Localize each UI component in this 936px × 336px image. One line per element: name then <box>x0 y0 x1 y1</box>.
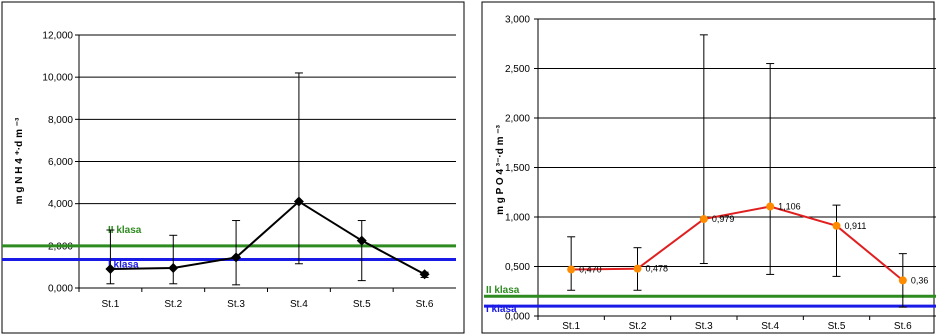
left-x-tick-label: St.5 <box>353 299 371 310</box>
right-y-axis-label: m g P O 4 ³⁻·d m ⁻³ <box>495 124 506 214</box>
right-x-tick-label: St.6 <box>894 321 912 332</box>
left-x-tick-label: St.2 <box>164 299 182 310</box>
right-x-tick-label: St.2 <box>629 321 647 332</box>
left-x-tick-label: St.1 <box>102 299 120 310</box>
right-data-label: 0,911 <box>845 221 867 231</box>
right-data-label: 0,36 <box>911 275 929 285</box>
left-data-point <box>168 262 179 273</box>
right-series-line <box>571 205 904 282</box>
right-x-tick-label: St.3 <box>695 321 713 332</box>
right-y-tick-label: 1,000 <box>505 213 530 224</box>
left-data-point <box>105 264 116 275</box>
left-data-point <box>231 252 242 263</box>
right-data-label: 0,979 <box>712 214 735 224</box>
left-y-tick-label: 10,000 <box>42 73 73 84</box>
right-data-label: 1,106 <box>778 202 801 212</box>
left-y-tick-label: 0,000 <box>48 284 73 295</box>
right-data-point <box>699 215 708 224</box>
right-x-tick-label: St.1 <box>562 321 580 332</box>
right-x-tick-label: St.5 <box>828 321 846 332</box>
right-y-tick-label: 0,500 <box>505 262 530 273</box>
left-x-tick-label: St.3 <box>227 299 245 310</box>
left-y-tick-label: 8,000 <box>48 115 73 126</box>
right-data-point <box>567 265 576 274</box>
right-y-tick-label: 2,500 <box>505 64 530 75</box>
right-data-label: 0,478 <box>646 264 669 274</box>
right-y-tick-label: 3,000 <box>505 15 530 26</box>
right-chart: 0,000 0,500 1,000 1,500 2,000 2,500 3,000 St.1 S… <box>484 15 936 332</box>
left-y-tick-label: 4,000 <box>48 199 73 210</box>
left-chart: 0,0002,0004,0006,0008,00010,00012,000St.… <box>2 31 456 310</box>
left-data-point <box>419 269 430 280</box>
right-x-tick-label: St.4 <box>761 321 779 332</box>
right-data-point <box>898 276 907 285</box>
left-reference-line-label: II klasa <box>108 225 142 236</box>
left-y-tick-label: 12,000 <box>42 31 73 42</box>
left-reference-line-label: I klasa <box>108 260 139 271</box>
left-y-axis-label: m g N H 4 ⁺·d m ⁻³ <box>14 117 25 204</box>
right-y-tick-label: 2,000 <box>505 114 530 125</box>
left-series-line <box>110 200 426 276</box>
right-reference-line-label: II klasa <box>486 285 520 296</box>
right-data-point <box>832 221 841 230</box>
left-data-point <box>293 196 304 207</box>
right-y-tick-label: 0,000 <box>505 312 530 323</box>
right-reference-line-label: I klasa <box>486 304 517 315</box>
right-data-point <box>766 202 775 211</box>
left-x-tick-label: St.6 <box>416 299 434 310</box>
left-y-tick-label: 6,000 <box>48 157 73 168</box>
right-data-label: 0,470 <box>579 264 602 274</box>
right-data-point <box>633 264 642 273</box>
left-x-tick-label: St.4 <box>290 299 308 310</box>
right-y-tick-label: 1,500 <box>505 163 530 174</box>
left-data-point <box>356 235 367 246</box>
